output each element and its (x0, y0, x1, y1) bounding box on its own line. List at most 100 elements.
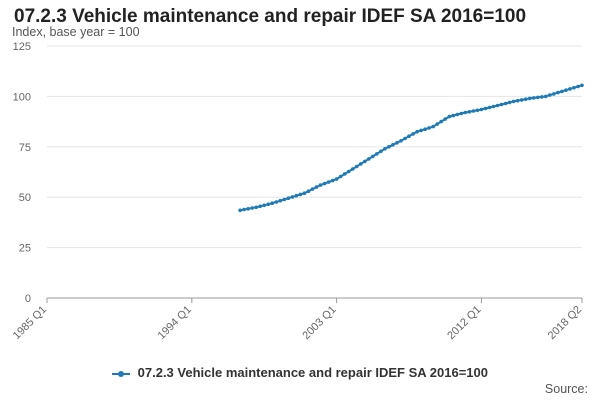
data-point[interactable] (346, 169, 351, 174)
data-point[interactable] (246, 207, 250, 211)
data-point[interactable] (431, 124, 436, 129)
data-point[interactable] (499, 102, 504, 107)
legend-label: 07.2.3 Vehicle maintenance and repair ID… (137, 365, 488, 380)
data-point[interactable] (572, 85, 576, 90)
data-point[interactable] (427, 126, 431, 130)
data-point[interactable] (540, 95, 544, 99)
data-point[interactable] (511, 99, 516, 104)
data-point[interactable] (359, 162, 363, 166)
data-point[interactable] (367, 157, 371, 161)
data-point[interactable] (350, 167, 355, 171)
data-point[interactable] (250, 206, 254, 210)
y-axis-label: Index, base year = 100 (12, 25, 140, 39)
data-point[interactable] (322, 181, 327, 186)
data-point[interactable] (318, 183, 323, 187)
series-layer (238, 83, 584, 213)
data-point[interactable] (338, 174, 343, 179)
data-point[interactable] (451, 113, 456, 118)
data-point[interactable] (527, 96, 532, 101)
x-tick-label: 1994 Q1 (156, 304, 194, 342)
source-label: Source: (544, 382, 588, 396)
data-point[interactable] (459, 111, 464, 116)
data-point[interactable] (455, 112, 460, 117)
data-point[interactable] (495, 103, 500, 108)
grid-lines (47, 45, 582, 299)
x-tick-label: 1985 Q1 (11, 304, 49, 342)
data-point[interactable] (407, 134, 411, 138)
data-point[interactable] (395, 141, 399, 145)
data-point[interactable] (278, 198, 283, 203)
data-point[interactable] (310, 187, 315, 191)
data-point[interactable] (391, 143, 395, 147)
data-point[interactable] (491, 104, 496, 109)
data-point[interactable] (306, 189, 311, 193)
y-tick-label: 0 (25, 293, 31, 305)
data-point[interactable] (467, 110, 472, 114)
data-point[interactable] (503, 101, 508, 106)
data-point[interactable] (439, 119, 444, 124)
data-point[interactable] (383, 147, 387, 151)
data-point[interactable] (507, 100, 512, 105)
data-point[interactable] (564, 88, 568, 92)
y-tick-label: 50 (19, 192, 31, 204)
data-point[interactable] (403, 136, 407, 141)
data-point[interactable] (254, 205, 258, 210)
data-point[interactable] (580, 83, 584, 88)
data-point[interactable] (262, 203, 267, 208)
data-point[interactable] (556, 90, 560, 95)
data-point[interactable] (536, 95, 540, 100)
data-point[interactable] (375, 152, 379, 156)
data-point[interactable] (419, 128, 423, 133)
data-point[interactable] (411, 132, 415, 136)
data-point[interactable] (483, 106, 488, 111)
data-point[interactable] (560, 89, 564, 94)
data-point[interactable] (302, 191, 307, 195)
data-point[interactable] (548, 93, 552, 97)
data-point[interactable] (298, 192, 303, 197)
data-point[interactable] (334, 177, 339, 181)
data-point[interactable] (515, 98, 520, 103)
data-point[interactable] (531, 96, 536, 100)
data-point[interactable] (294, 193, 299, 198)
data-point[interactable] (270, 201, 275, 205)
data-point[interactable] (487, 105, 492, 110)
data-point[interactable] (330, 178, 335, 183)
data-point[interactable] (371, 154, 375, 159)
data-point[interactable] (443, 117, 448, 121)
data-point[interactable] (286, 196, 291, 200)
data-point[interactable] (363, 159, 367, 164)
data-point[interactable] (354, 164, 359, 169)
data-point[interactable] (435, 122, 440, 126)
data-point[interactable] (242, 207, 246, 212)
data-point[interactable] (471, 109, 476, 113)
data-point[interactable] (399, 139, 403, 143)
data-point[interactable] (314, 185, 319, 189)
data-point[interactable] (479, 107, 484, 112)
data-point[interactable] (274, 200, 279, 204)
legend[interactable]: 07.2.3 Vehicle maintenance and repair ID… (0, 365, 600, 380)
data-point[interactable] (415, 129, 419, 134)
x-tick-label: 2012 Q1 (445, 304, 483, 342)
y-tick-label: 100 (13, 91, 31, 103)
data-point[interactable] (423, 127, 427, 131)
data-point[interactable] (379, 149, 383, 154)
data-point[interactable] (387, 145, 391, 149)
data-point[interactable] (290, 195, 295, 199)
data-point[interactable] (544, 94, 548, 99)
y-tick-label: 25 (19, 243, 31, 255)
data-point[interactable] (447, 114, 452, 119)
data-point[interactable] (523, 97, 528, 101)
data-point[interactable] (238, 208, 242, 213)
data-point[interactable] (519, 98, 524, 102)
data-point[interactable] (258, 204, 263, 209)
data-point[interactable] (475, 108, 480, 113)
data-point[interactable] (552, 92, 556, 96)
data-point[interactable] (326, 180, 331, 184)
data-point[interactable] (463, 110, 468, 115)
data-point[interactable] (342, 172, 347, 176)
data-point[interactable] (266, 202, 271, 207)
data-point[interactable] (568, 87, 572, 91)
data-point[interactable] (576, 84, 580, 89)
data-point[interactable] (282, 197, 287, 202)
